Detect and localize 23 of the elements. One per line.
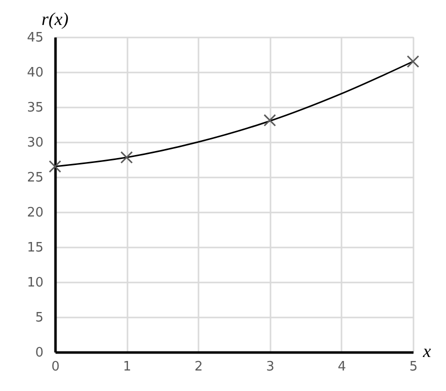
y-tick-label: 45 bbox=[26, 30, 44, 46]
y-tick-label: 5 bbox=[35, 310, 44, 326]
x-tick-label: 5 bbox=[409, 360, 418, 374]
y-axis-title: r(x) bbox=[42, 9, 68, 29]
y-tick-label: 40 bbox=[26, 66, 44, 80]
y-tick-label: 15 bbox=[26, 240, 44, 256]
x-tick-label: 2 bbox=[194, 360, 203, 374]
y-tick-label: 35 bbox=[26, 100, 44, 116]
x-tick-label: 4 bbox=[338, 360, 346, 374]
point bbox=[264, 114, 276, 127]
x-axis-title: x bbox=[422, 341, 431, 361]
x-tick-label: 3 bbox=[266, 360, 274, 374]
y-tick-label: 10 bbox=[26, 276, 44, 290]
point bbox=[48, 160, 62, 173]
y-tick-label: 25 bbox=[26, 170, 44, 186]
x-tick-label: 0 bbox=[51, 360, 60, 374]
y-tick-label: 20 bbox=[26, 206, 44, 220]
y-tick-label: 30 bbox=[26, 136, 44, 150]
line-series bbox=[54, 60, 414, 168]
point bbox=[406, 55, 420, 68]
point bbox=[120, 151, 133, 164]
y-tick-label: 0 bbox=[35, 346, 44, 360]
x-tick-label: 1 bbox=[122, 360, 132, 374]
